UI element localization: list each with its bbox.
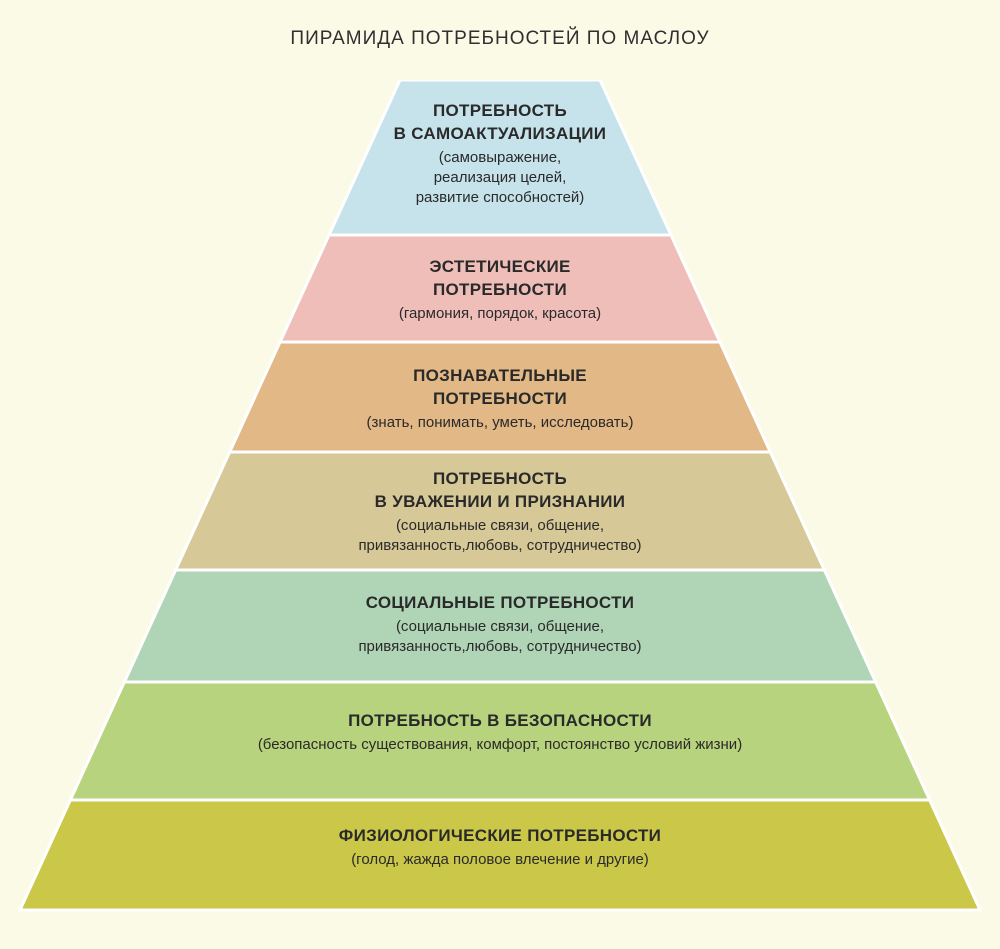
pyramid-svg bbox=[0, 80, 1000, 920]
pyramid-level-safety bbox=[70, 682, 929, 800]
pyramid-level-social bbox=[124, 570, 875, 682]
pyramid-level-self-actualization bbox=[329, 80, 671, 235]
pyramid-level-aesthetic bbox=[280, 235, 720, 342]
page-title: ПИРАМИДА ПОТРЕБНОСТЕЙ ПО МАСЛОУ bbox=[290, 28, 709, 50]
pyramid-level-esteem bbox=[176, 452, 825, 570]
pyramid-level-physiological bbox=[20, 800, 980, 910]
pyramid-level-cognitive bbox=[230, 342, 771, 452]
pyramid: ПОТРЕБНОСТЬВ САМОАКТУАЛИЗАЦИИ(самовыраже… bbox=[0, 80, 1000, 920]
